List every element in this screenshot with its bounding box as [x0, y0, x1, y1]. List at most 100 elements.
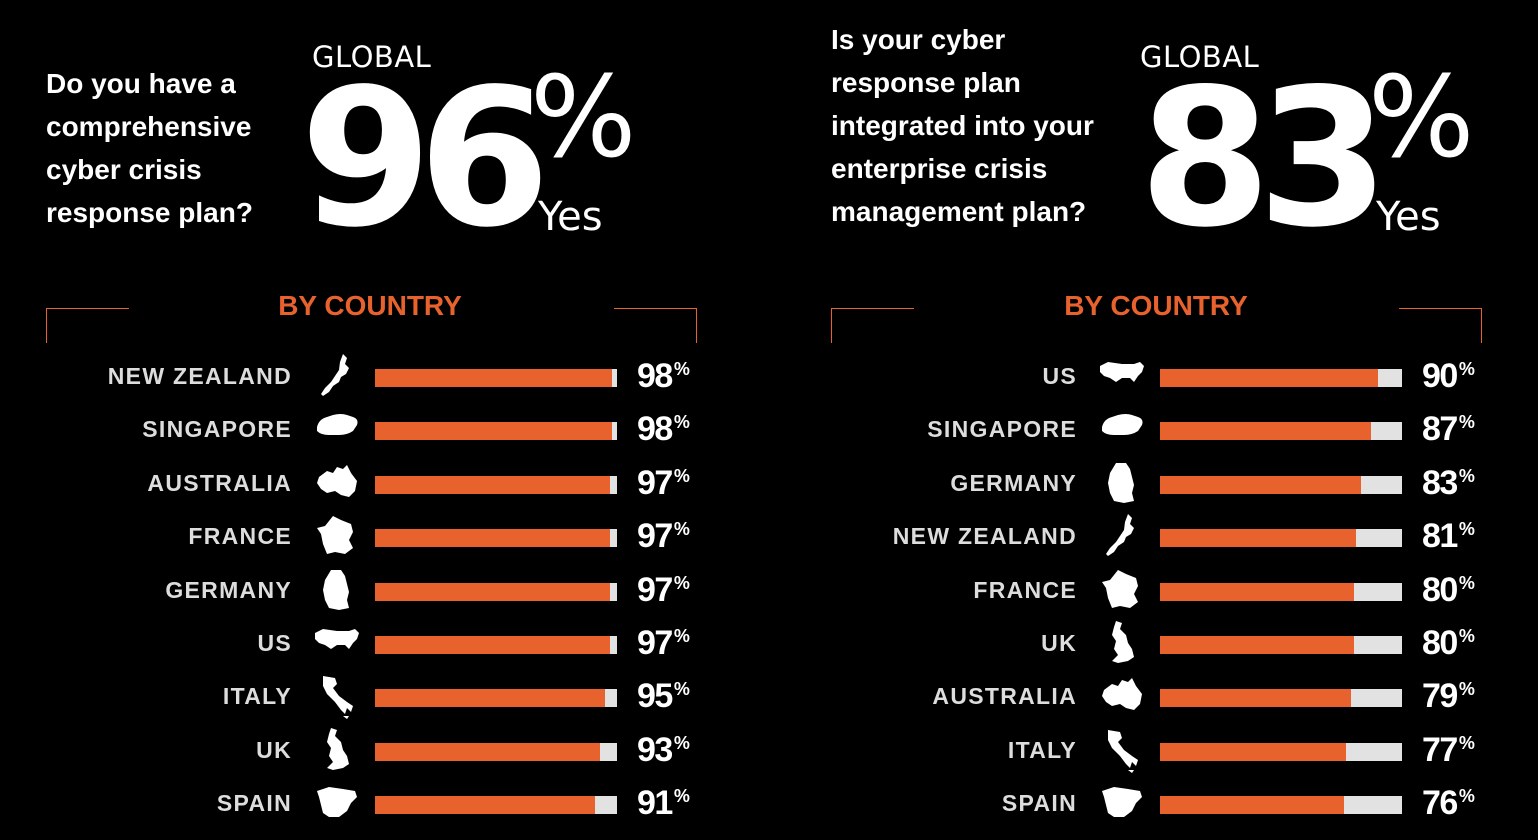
bar-track — [375, 529, 617, 548]
bar — [375, 422, 613, 441]
australia-map-icon — [317, 464, 357, 497]
country-label: ITALY — [222, 683, 292, 710]
country-label: UK — [256, 736, 292, 763]
question-text: Do you have a comprehensive cyber crisis… — [46, 68, 253, 228]
country-label: FRANCE — [973, 576, 1077, 603]
bracket-right — [614, 308, 697, 343]
global-value: 96 — [300, 48, 550, 269]
data-label: 97% — [637, 463, 690, 502]
bracket-left — [46, 308, 129, 343]
country-label: SPAIN — [1001, 790, 1077, 817]
australia-map-icon — [1102, 678, 1142, 711]
bar-track — [1160, 689, 1402, 708]
bar-track — [1160, 796, 1402, 815]
data-label: 95% — [637, 677, 690, 716]
yes-label: Yes — [1376, 194, 1441, 240]
us-map-icon — [315, 629, 359, 649]
data-label: 83% — [1422, 463, 1475, 502]
bar — [375, 475, 610, 494]
global-percent-sign: % — [1368, 53, 1475, 183]
data-label: 97% — [637, 570, 690, 609]
bar-track — [375, 369, 617, 387]
data-label: 98% — [637, 357, 690, 395]
country-label: US — [1042, 363, 1077, 389]
left-panel: Do you have a comprehensive cyber crisis… — [46, 40, 697, 823]
bar — [1160, 529, 1357, 548]
country-label: FRANCE — [188, 523, 292, 550]
data-label: 80% — [1422, 624, 1475, 662]
data-label: 87% — [1422, 410, 1475, 449]
new-zealand-map-icon — [1106, 514, 1134, 557]
country-label: GERMANY — [950, 469, 1077, 496]
us-map-icon — [1100, 362, 1144, 382]
bar — [375, 369, 613, 387]
right-panel: Is your cyber response plan integrated i… — [785, 0, 1538, 840]
bar-track — [1160, 422, 1402, 441]
bar-track — [1160, 742, 1402, 761]
bar-track — [375, 689, 617, 708]
country-label: NEW ZEALAND — [892, 523, 1077, 550]
country-label: GERMANY — [165, 576, 292, 603]
bar-track — [375, 636, 617, 654]
bar — [1160, 369, 1378, 387]
global-value: 83 — [1139, 48, 1389, 269]
bracket-left — [831, 308, 914, 343]
country-label: US — [257, 630, 292, 656]
bar — [375, 742, 601, 761]
bar — [375, 529, 610, 548]
data-label: 90% — [1422, 357, 1475, 395]
bar-track — [1160, 529, 1402, 548]
spain-map-icon — [1102, 787, 1142, 818]
new-zealand-map-icon — [321, 354, 349, 396]
global-percent-sign: % — [530, 53, 637, 183]
france-map-icon — [1102, 569, 1138, 608]
bar-track — [1160, 369, 1402, 387]
data-label: 98% — [637, 410, 690, 449]
by-country-label: BY COUNTRY — [1064, 290, 1248, 321]
bar — [375, 689, 605, 708]
global-label: GLOBAL — [1140, 40, 1260, 74]
question-text: Is your cyber response plan integrated i… — [831, 24, 1094, 227]
bar-track — [375, 422, 617, 441]
country-label: ITALY — [1007, 736, 1077, 763]
italy-map-icon — [1108, 729, 1138, 773]
data-label: 80% — [1422, 570, 1475, 609]
germany-map-icon — [1108, 462, 1134, 503]
bar — [375, 582, 610, 601]
bar-track — [375, 582, 617, 601]
country-label: AUSTRALIA — [932, 683, 1077, 710]
global-label: GLOBAL — [312, 40, 432, 74]
data-label: 79% — [1422, 677, 1475, 716]
data-label: 97% — [637, 517, 690, 556]
by-country-label: BY COUNTRY — [278, 290, 462, 321]
bar — [1160, 689, 1352, 708]
uk-map-icon — [327, 727, 349, 770]
bar-track — [375, 742, 617, 761]
data-label: 93% — [637, 730, 690, 769]
bar-track — [375, 475, 617, 494]
data-label: 97% — [637, 624, 690, 662]
bar — [1160, 422, 1371, 441]
yes-label: Yes — [538, 194, 603, 240]
country-label: UK — [1041, 630, 1077, 656]
data-label: 77% — [1422, 730, 1475, 769]
bar — [1160, 636, 1354, 654]
singapore-map-icon — [1102, 414, 1143, 436]
country-label: SPAIN — [216, 790, 292, 817]
spain-map-icon — [317, 787, 357, 818]
data-label: 81% — [1422, 517, 1475, 556]
uk-map-icon — [1112, 621, 1134, 663]
bar — [1160, 796, 1344, 815]
italy-map-icon — [323, 676, 353, 720]
bar-track — [1160, 582, 1402, 601]
bar-track — [1160, 636, 1402, 654]
country-label: SINGAPORE — [142, 416, 292, 443]
bar — [1160, 742, 1347, 761]
data-label: 91% — [637, 784, 690, 823]
bar — [375, 636, 610, 654]
country-label: NEW ZEALAND — [107, 363, 292, 389]
bar — [375, 796, 596, 815]
bar — [1160, 475, 1361, 494]
data-label: 76% — [1422, 784, 1475, 823]
country-label: AUSTRALIA — [147, 469, 292, 496]
